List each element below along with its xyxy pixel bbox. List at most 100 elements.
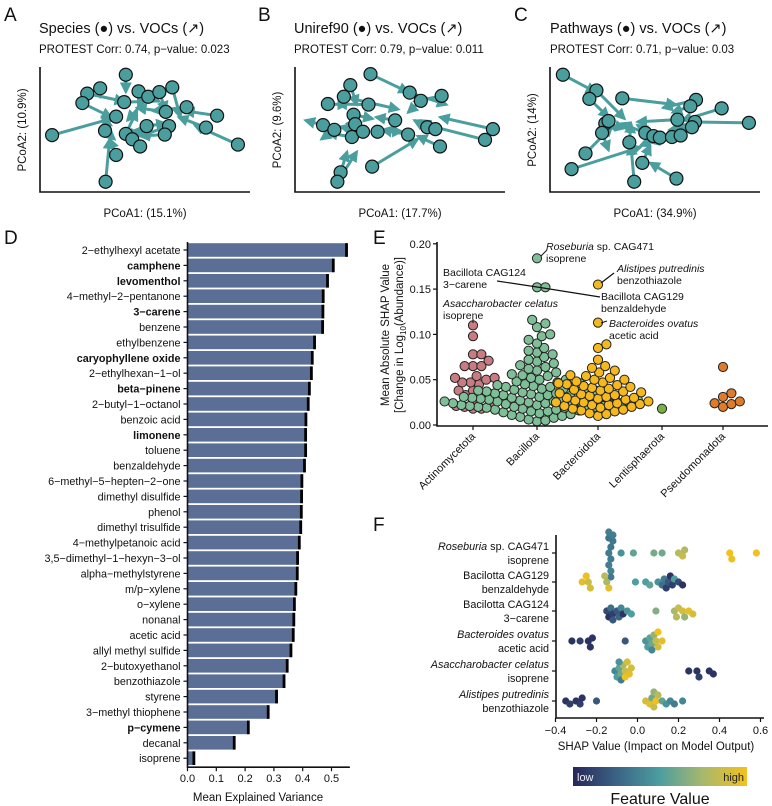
panel-letter: A	[4, 5, 17, 26]
bar	[187, 612, 295, 627]
colorbar-title: Feature Value	[610, 791, 709, 806]
data-point	[589, 374, 600, 385]
data-point	[561, 392, 572, 403]
sample-point	[635, 155, 650, 170]
sample-point	[400, 127, 416, 142]
x-tick-label: 0.3	[266, 773, 281, 785]
data-point	[439, 396, 450, 407]
y-axis-label: PCoA2: (10.9%)	[17, 88, 29, 171]
bar-label: 4−methyl−2−pentanone	[67, 291, 181, 303]
bar	[187, 366, 313, 380]
bar-label: benzothiazole	[114, 676, 181, 688]
bar	[187, 736, 236, 750]
data-point	[523, 354, 534, 365]
error-cap	[282, 674, 286, 688]
data-point	[554, 388, 565, 399]
x-axis-label: PCoA1: (15.1%)	[103, 208, 186, 220]
sample-point	[133, 139, 148, 154]
data-point	[609, 390, 620, 401]
bar-label: allyl methyl sulfide	[93, 645, 181, 657]
sample-point	[683, 99, 698, 114]
sample-point	[594, 125, 610, 140]
data-point	[467, 331, 479, 342]
error-cap	[285, 659, 289, 673]
data-point	[481, 386, 492, 397]
svg-text:isoprene: isoprene	[546, 253, 586, 265]
svg-text:Bacteroides ovatus: Bacteroides ovatus	[609, 318, 699, 330]
bar-label: 2−ethylhexyl acetate	[82, 245, 181, 257]
x-tick-label: 0.0	[630, 725, 645, 737]
sample-point	[615, 91, 630, 106]
shap-point	[662, 584, 670, 592]
data-point	[476, 361, 487, 372]
data-point	[540, 318, 551, 329]
sample-point	[413, 93, 428, 108]
bar-label: alpha−methylstyrene	[81, 568, 181, 580]
sample-point	[117, 94, 132, 110]
y-axis-label: Mean Absolute SHAP Value	[380, 264, 392, 406]
shap-point	[654, 643, 662, 651]
bar-label: 3,5−dimethyl−1−hexyn−3−ol	[45, 553, 181, 565]
shap-point	[631, 578, 640, 586]
data-point	[449, 372, 461, 383]
x-axis-label: SHAP Value (Impact on Model Output)	[558, 741, 755, 753]
shap-point	[652, 637, 660, 645]
shap-point	[617, 549, 625, 557]
bar	[187, 474, 303, 488]
bar-label: levomenthol	[117, 276, 181, 288]
row-label-taxon: Bacteroides ovatus	[457, 629, 549, 641]
data-point	[534, 374, 545, 385]
sample-point	[327, 122, 342, 137]
svg-text:isoprene: isoprene	[443, 310, 483, 322]
data-point	[545, 329, 556, 340]
shap-point	[601, 572, 609, 580]
data-point	[481, 374, 492, 385]
data-point	[536, 383, 547, 394]
shap-point	[609, 616, 617, 624]
shap-point	[576, 700, 584, 708]
data-point	[643, 396, 654, 407]
sample-point	[684, 120, 700, 135]
shap-point	[752, 549, 761, 557]
shap-point	[566, 700, 574, 708]
bar-label: toluene	[145, 445, 180, 457]
data-point	[619, 374, 630, 385]
y-tick-label: 0.15	[410, 284, 431, 296]
data-point	[625, 381, 636, 393]
bar-label: camphene	[127, 260, 180, 272]
error-cap	[304, 443, 308, 457]
bar	[187, 659, 289, 673]
bar	[187, 505, 303, 519]
bar	[187, 320, 324, 334]
error-cap	[313, 335, 316, 350]
pcoa-plot-species	[44, 67, 246, 189]
x-tick-label: 0.2	[237, 773, 252, 785]
svg-text:Bacillota CAG124: Bacillota CAG124	[443, 267, 526, 279]
x-tick-label: −0.2	[586, 725, 608, 737]
sample-point	[109, 147, 124, 163]
data-point	[515, 360, 526, 371]
panel-letter: D	[4, 228, 18, 249]
sample-point	[741, 115, 757, 130]
bar-label: acetic acid	[129, 630, 180, 642]
annotation-alistipes: Alistipes putredinis benzothiazole	[600, 263, 705, 287]
shap-point	[568, 637, 576, 645]
panel-title: Pathways (●) vs. VOCs (↗)	[550, 21, 726, 37]
panel-letter: E	[373, 228, 386, 249]
error-cap	[246, 720, 250, 735]
annotation-roseburia: Roseburia sp. CAG471 isoprene	[540, 241, 654, 265]
bar	[187, 705, 270, 719]
sample-point	[210, 108, 225, 123]
panel-letter: C	[514, 5, 528, 26]
data-point	[492, 380, 503, 391]
sample-point	[75, 95, 90, 111]
data-point	[561, 379, 572, 390]
bar	[187, 582, 297, 596]
row-label-taxon: Bacilotta CAG129	[463, 570, 549, 582]
shap-point	[726, 549, 734, 557]
data-point	[483, 355, 494, 366]
panel-letter: F	[373, 515, 385, 536]
shap-point	[654, 628, 662, 636]
x-tick-label: 0.0	[180, 773, 195, 785]
x-tick-label: Bacillota	[504, 430, 543, 469]
